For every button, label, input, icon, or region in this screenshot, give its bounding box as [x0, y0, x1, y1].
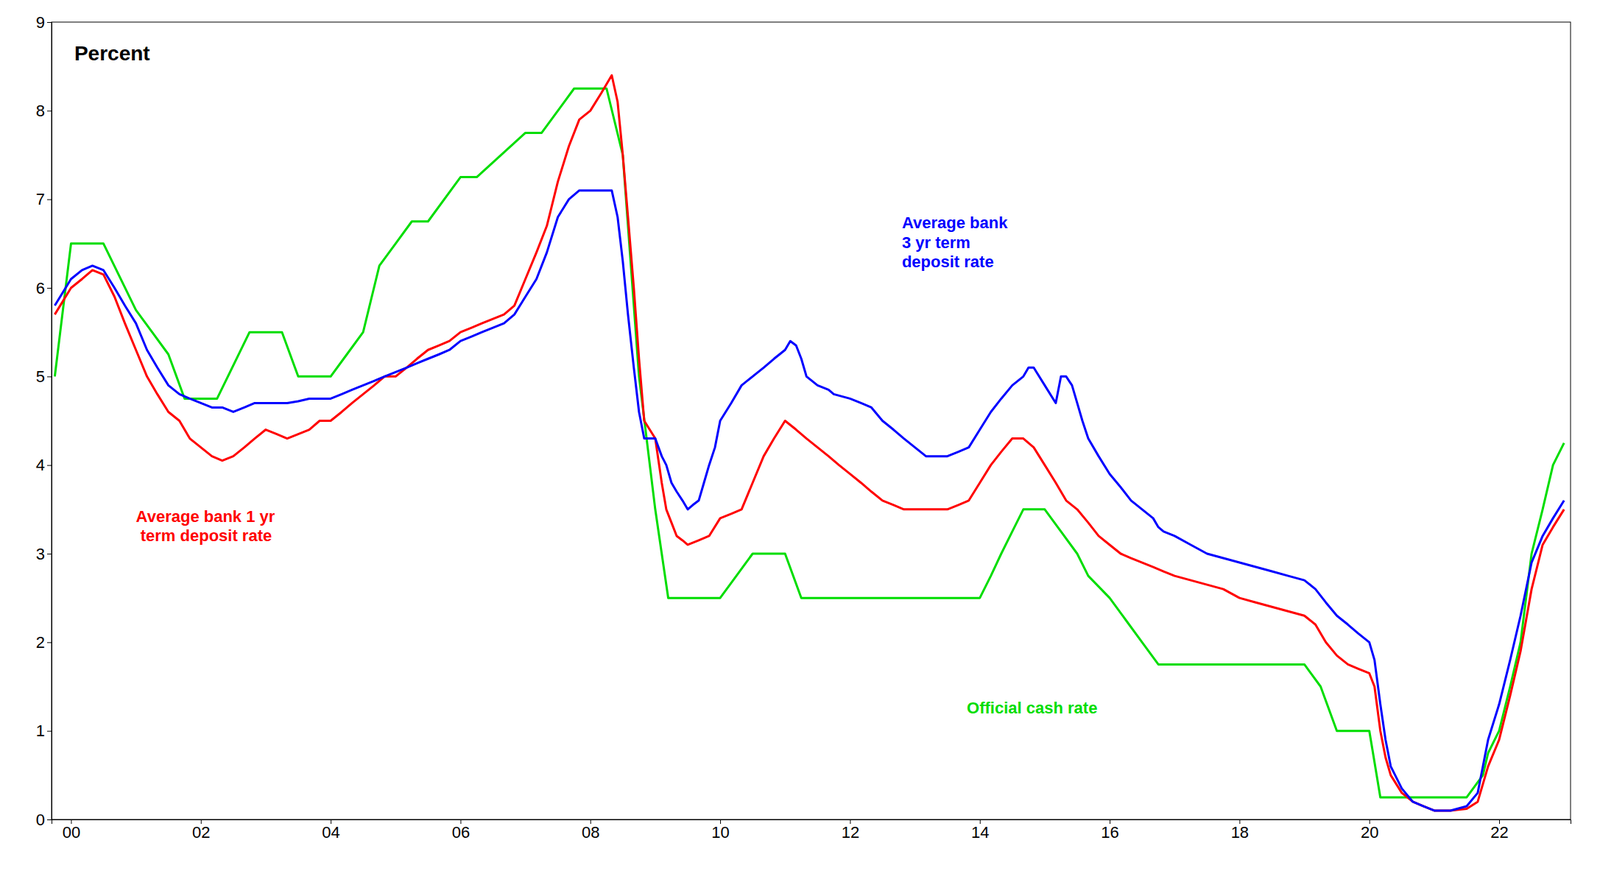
plot-area	[54, 75, 1564, 811]
x-tick: 04	[321, 819, 340, 842]
y-tick-label: 4	[36, 455, 45, 475]
annotation-line: term deposit rate	[136, 526, 273, 545]
y-tick-mark	[47, 553, 52, 555]
x-tick: 16	[1100, 819, 1119, 842]
y-tick: 9	[36, 13, 52, 32]
y-tick-label: 3	[36, 544, 45, 564]
x-axis-line	[52, 820, 1572, 825]
series-line	[54, 190, 1564, 811]
y-tick-label: 5	[36, 367, 45, 386]
chart: 0002040608101214161820220123456789Percen…	[0, 0, 1600, 871]
y-tick-label: 7	[36, 189, 45, 209]
x-tick-label: 22	[1490, 823, 1508, 842]
title: Percent	[74, 41, 151, 65]
x-tick: 12	[841, 819, 860, 842]
annotation-line: 3 yr term	[901, 233, 971, 252]
y-tick-mark	[47, 110, 52, 112]
y-tick-mark	[47, 376, 52, 377]
plot-frame	[51, 22, 1571, 820]
x-tick: 20	[1360, 819, 1379, 842]
y-tick-mark	[47, 731, 52, 732]
series-line	[54, 88, 1564, 798]
x-tick-label: 16	[1100, 823, 1119, 842]
x-tick: 14	[971, 819, 989, 842]
y-tick: 8	[36, 101, 52, 121]
x-axis: 00 02 04 06 08 10 12 14 16 18 20 22	[52, 819, 1572, 842]
x-tick-label: 10	[711, 823, 729, 842]
annotation-line: Official cash rate	[966, 698, 1098, 717]
x-tick-label: 04	[321, 823, 340, 842]
y-tick: 7	[36, 189, 52, 209]
x-tick-label: 02	[192, 823, 210, 842]
x-tick: 08	[581, 819, 600, 842]
y-tick-label: 9	[36, 13, 45, 32]
y-tick: 5	[36, 367, 52, 386]
x-tick: 18	[1231, 819, 1249, 842]
x-tick: 02	[192, 819, 210, 842]
y-tick-mark	[47, 199, 52, 201]
annotation-line: Average bank	[901, 213, 1009, 232]
y-tick: 0	[36, 810, 52, 830]
y-tick: 6	[36, 279, 52, 298]
x-tick-label: 00	[62, 823, 81, 842]
x-tick-label: 14	[971, 823, 989, 842]
annotation: Official cash rate	[966, 698, 1098, 717]
y-axis: 0 1 2 3 4 5 6 7 8 9	[36, 13, 53, 830]
x-tick: 22	[1490, 819, 1508, 842]
y-tick: 1	[36, 721, 52, 740]
annotation: Average bank 1 yr term deposit rate	[136, 507, 276, 545]
x-tick: 00	[62, 819, 81, 842]
y-tick-mark	[47, 642, 52, 643]
y-tick-mark	[47, 465, 52, 467]
y-tick-label: 2	[36, 633, 45, 652]
y-tick-mark	[47, 287, 52, 289]
y-tick: 2	[36, 633, 52, 652]
annotation-line: deposit rate	[901, 252, 995, 271]
y-tick-label: 6	[36, 279, 45, 298]
x-tick: 06	[452, 819, 470, 842]
x-tick-label: 08	[581, 823, 600, 842]
x-tick: 10	[711, 819, 729, 842]
x-tick-label: 06	[452, 823, 470, 842]
x-tick-label: 12	[841, 823, 860, 842]
x-tick-label: 20	[1360, 823, 1379, 842]
y-tick-mark	[47, 22, 52, 23]
y-tick: 4	[36, 455, 52, 475]
series-line	[54, 75, 1564, 811]
y-tick: 3	[36, 544, 52, 564]
annotation-line: Average bank 1 yr	[136, 507, 276, 526]
y-tick-label: 8	[36, 101, 45, 121]
y-tick-label: 1	[36, 721, 45, 740]
y-tick-label: 0	[36, 810, 45, 830]
annotation: Average bank3 yr termdeposit rate	[901, 213, 1009, 271]
x-tick-label: 18	[1231, 823, 1249, 842]
y-tick-mark	[47, 819, 52, 821]
